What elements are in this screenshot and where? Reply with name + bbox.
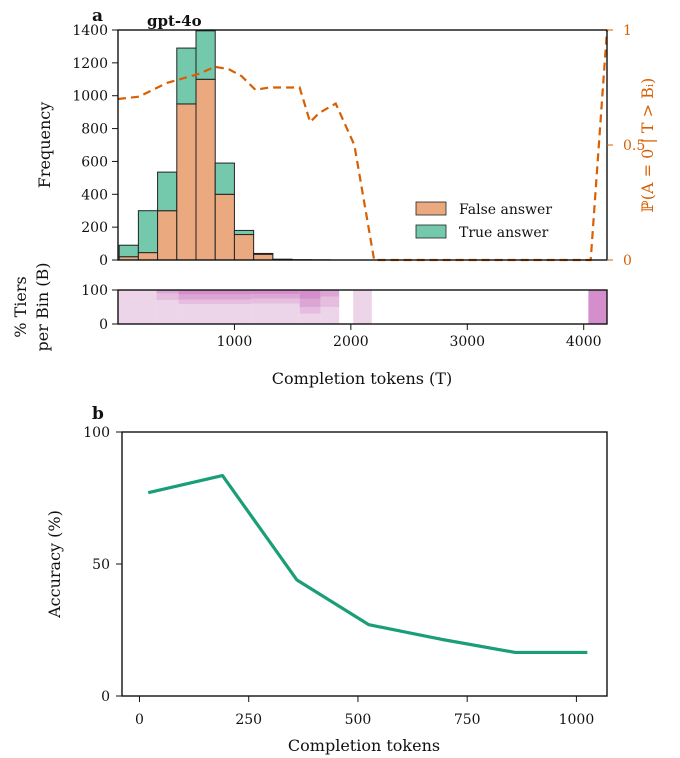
- right-tick-label: 0: [623, 253, 632, 269]
- bar-false-7: [253, 253, 274, 261]
- accuracy-panel: b 0 50 100 0 250 500 750 1000 Accuracy (%) Com…: [45, 404, 608, 755]
- y-tick-label: 600: [81, 154, 108, 170]
- y-tick-label: 200: [81, 220, 108, 236]
- accuracy-x-label: Completion tokens: [288, 736, 440, 755]
- right-axis-label: ℙ(A = 0 | T > Bᵢ): [638, 78, 657, 213]
- tier-cell-1-1: [156, 293, 179, 301]
- tier-cell-1-0: [156, 300, 179, 324]
- y-tick-label: 1200: [72, 56, 108, 72]
- bar-false-3: [176, 103, 197, 261]
- tier-cell-7-3: [588, 290, 607, 324]
- legend: False answer True answer: [415, 201, 552, 241]
- bar-false-4: [195, 78, 216, 261]
- bar-true-0: [118, 244, 139, 258]
- y-tick-label: 1400: [72, 23, 108, 39]
- bar-true-5: [214, 162, 235, 195]
- chart-title: gpt-4o: [147, 12, 202, 30]
- tier-cell-4-1: [299, 307, 321, 314]
- histogram-bars: [118, 30, 331, 261]
- tier-cell-5-0: [320, 307, 340, 324]
- accuracy-y-tick-label: 50: [92, 557, 110, 573]
- panel-a-label: a: [92, 6, 103, 26]
- tier-strip-label-line2: per Bin (B): [33, 263, 52, 352]
- y-axis-label: Frequency: [35, 102, 54, 189]
- accuracy-x-ticks: 0 250 500 750 1000: [135, 696, 594, 728]
- bar-false-6: [233, 234, 255, 261]
- legend-label-false: False answer: [459, 202, 552, 218]
- bar-true-2: [157, 171, 178, 212]
- tier-strip-cells: [118, 290, 607, 324]
- tier-cell-4-2: [299, 298, 321, 307]
- x-axis-label: Completion tokens (T): [272, 369, 452, 388]
- accuracy-x-tick-label: 0: [135, 712, 144, 728]
- tier-cell-3-0: [251, 303, 300, 324]
- tier-cell-2-2: [178, 294, 252, 300]
- y-tick-label: 800: [81, 122, 108, 138]
- bar-true-1: [137, 210, 159, 254]
- tier-strip-frame: [117, 289, 608, 325]
- tier-cell-2-0: [178, 304, 252, 324]
- y-tick-label: 400: [81, 187, 108, 203]
- accuracy-y-label: Accuracy (%): [45, 510, 64, 619]
- accuracy-x-tick-label: 250: [235, 712, 262, 728]
- legend-label-true: True answer: [459, 225, 549, 241]
- bar-true-6: [233, 229, 255, 236]
- right-tick-label: 1: [623, 23, 632, 39]
- x-tick-label: 1000: [217, 334, 253, 350]
- tier-cell-3-1: [251, 298, 300, 304]
- accuracy-y-tick-label: 0: [101, 689, 110, 705]
- y-tick-label: 0: [99, 253, 108, 269]
- bar-false-2: [157, 210, 178, 261]
- tier-strip-label-line1: % Tiers: [11, 276, 30, 337]
- accuracy-y-tick-label: 100: [83, 425, 110, 441]
- legend-swatch-true: [415, 224, 447, 239]
- accuracy-frame: [121, 431, 608, 697]
- x-tick-label: 3000: [449, 334, 485, 350]
- tier-cell-6-0: [353, 290, 372, 324]
- right-tick-label: 0.5: [623, 138, 645, 154]
- accuracy-y-ticks: 0 50 100: [83, 425, 122, 705]
- tier-cell-4-0: [299, 313, 321, 324]
- x-tick-label: 2000: [333, 334, 369, 350]
- accuracy-line: [147, 473, 588, 655]
- right-axis-ticks: 00.51: [607, 23, 645, 269]
- tier-cell-1-2: [156, 291, 179, 294]
- y-axis-ticks: 0 200 400 600 800 1000 1200 1400: [72, 23, 118, 269]
- tier-cell-3-3: [251, 290, 300, 295]
- tier-cell-3-2: [251, 294, 300, 299]
- bar-false-1: [137, 252, 159, 261]
- bar-false-5: [214, 193, 235, 261]
- bar-true-4: [195, 30, 216, 80]
- tier-cell-0-0: [118, 290, 157, 324]
- strip-y-tick-label: 0: [99, 317, 108, 333]
- strip-y-tick-label: 100: [81, 283, 108, 299]
- accuracy-x-tick-label: 1000: [559, 712, 595, 728]
- accuracy-x-tick-label: 750: [454, 712, 481, 728]
- accuracy-path: [147, 473, 588, 655]
- conditional-probability-path: [117, 29, 609, 262]
- bar-true-7: [253, 252, 274, 255]
- tier-cell-4-3: [299, 290, 321, 299]
- tier-cell-2-1: [178, 299, 252, 305]
- panel-b-label: b: [92, 404, 104, 424]
- y-tick-label: 1000: [72, 89, 108, 105]
- x-tick-label: 4000: [566, 334, 602, 350]
- accuracy-x-tick-label: 500: [345, 712, 372, 728]
- tier-cell-2-3: [178, 290, 252, 295]
- tier-cell-5-2: [320, 290, 340, 297]
- conditional-probability-line: [117, 29, 609, 262]
- tier-strip-y-ticks: 0 100: [81, 283, 118, 333]
- x-axis-ticks: 1000 2000 3000 4000: [217, 324, 602, 350]
- legend-swatch-false: [415, 201, 447, 216]
- tier-strip-panel: 0 100 1000 2000 3000 4000 % Tiers per Bin (B…: [11, 263, 608, 388]
- tier-cell-5-1: [320, 296, 340, 307]
